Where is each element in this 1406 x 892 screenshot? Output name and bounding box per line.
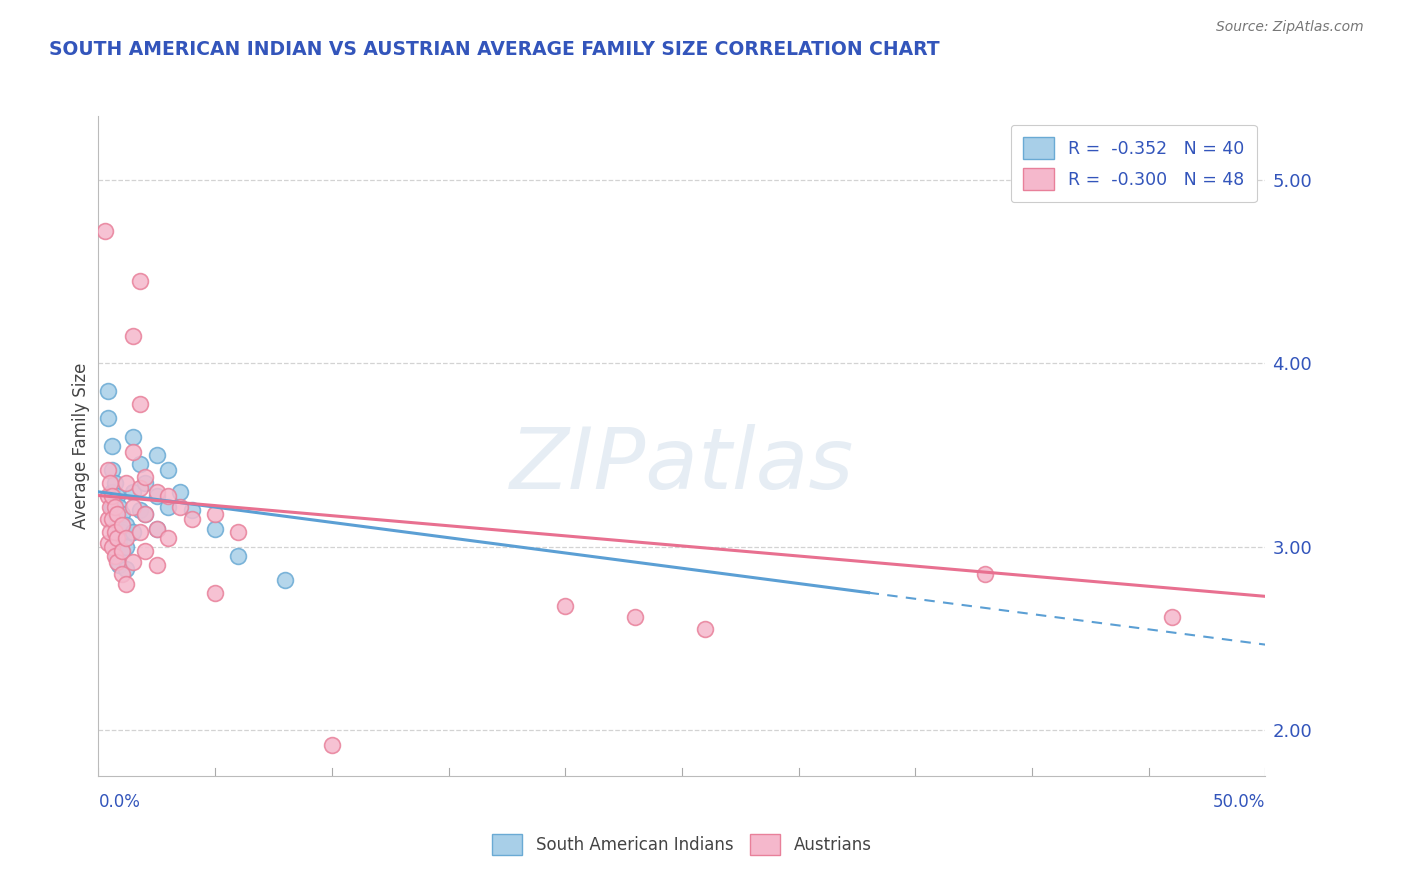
- Point: [105, 531, 128, 545]
- Point: [122, 525, 145, 540]
- Point: [104, 549, 127, 563]
- Point: [169, 500, 191, 514]
- Point: [108, 558, 131, 573]
- Point: [104, 500, 127, 514]
- Text: Source: ZipAtlas.com: Source: ZipAtlas.com: [1216, 20, 1364, 34]
- Point: [97, 536, 120, 550]
- Point: [134, 507, 156, 521]
- Point: [101, 512, 124, 526]
- Point: [105, 512, 128, 526]
- Point: [98, 475, 121, 490]
- Point: [122, 484, 145, 499]
- Point: [180, 503, 202, 517]
- Point: [134, 507, 156, 521]
- Point: [111, 525, 134, 540]
- Point: [94, 225, 117, 239]
- Point: [101, 540, 124, 554]
- Point: [101, 484, 124, 499]
- Point: [129, 458, 152, 472]
- Point: [157, 500, 180, 514]
- Text: SOUTH AMERICAN INDIAN VS AUSTRIAN AVERAGE FAMILY SIZE CORRELATION CHART: SOUTH AMERICAN INDIAN VS AUSTRIAN AVERAG…: [49, 40, 939, 59]
- Point: [1161, 609, 1184, 624]
- Point: [104, 507, 127, 521]
- Point: [157, 531, 180, 545]
- Point: [695, 623, 717, 637]
- Point: [129, 397, 152, 411]
- Point: [101, 463, 124, 477]
- Point: [157, 463, 180, 477]
- Text: ZIPatlas: ZIPatlas: [510, 425, 853, 508]
- Point: [129, 274, 152, 288]
- Point: [115, 531, 138, 545]
- Point: [134, 543, 156, 558]
- Point: [97, 463, 120, 477]
- Point: [122, 500, 145, 514]
- Point: [101, 439, 124, 453]
- Legend: South American Indians, Austrians: South American Indians, Austrians: [485, 828, 879, 862]
- Point: [115, 562, 138, 576]
- Point: [97, 384, 120, 398]
- Point: [146, 558, 169, 573]
- Point: [104, 475, 127, 490]
- Point: [204, 585, 226, 599]
- Point: [115, 475, 138, 490]
- Point: [111, 543, 134, 558]
- Point: [134, 470, 156, 484]
- Point: [122, 554, 145, 569]
- Point: [108, 500, 131, 514]
- Point: [97, 411, 120, 425]
- Point: [134, 475, 156, 490]
- Point: [115, 576, 138, 591]
- Point: [104, 531, 127, 545]
- Point: [111, 567, 134, 582]
- Point: [97, 512, 120, 526]
- Point: [122, 430, 145, 444]
- Point: [204, 507, 226, 521]
- Point: [105, 549, 128, 563]
- Text: 50.0%: 50.0%: [1213, 793, 1265, 811]
- Point: [129, 525, 152, 540]
- Point: [115, 517, 138, 532]
- Point: [105, 554, 128, 569]
- Point: [98, 500, 121, 514]
- Point: [228, 525, 250, 540]
- Point: [146, 521, 169, 535]
- Point: [108, 517, 131, 532]
- Point: [111, 543, 134, 558]
- Point: [624, 609, 647, 624]
- Point: [146, 484, 169, 499]
- Legend: R =  -0.352   N = 40, R =  -0.300   N = 48: R = -0.352 N = 40, R = -0.300 N = 48: [1011, 125, 1257, 202]
- Point: [104, 525, 127, 540]
- Point: [122, 444, 145, 458]
- Point: [98, 525, 121, 540]
- Point: [111, 507, 134, 521]
- Point: [321, 738, 343, 752]
- Point: [111, 517, 134, 532]
- Point: [180, 512, 202, 526]
- Point: [157, 489, 180, 503]
- Point: [101, 489, 124, 503]
- Point: [97, 489, 120, 503]
- Point: [129, 503, 152, 517]
- Point: [105, 489, 128, 503]
- Point: [129, 481, 152, 495]
- Point: [105, 531, 128, 545]
- Point: [274, 573, 297, 587]
- Point: [169, 484, 191, 499]
- Point: [554, 599, 576, 613]
- Point: [204, 521, 226, 535]
- Point: [115, 540, 138, 554]
- Point: [228, 549, 250, 563]
- Point: [101, 500, 124, 514]
- Point: [108, 536, 131, 550]
- Point: [974, 567, 997, 582]
- Point: [146, 448, 169, 462]
- Point: [105, 507, 128, 521]
- Point: [146, 521, 169, 535]
- Point: [122, 329, 145, 343]
- Y-axis label: Average Family Size: Average Family Size: [72, 363, 90, 529]
- Point: [146, 489, 169, 503]
- Text: 0.0%: 0.0%: [98, 793, 141, 811]
